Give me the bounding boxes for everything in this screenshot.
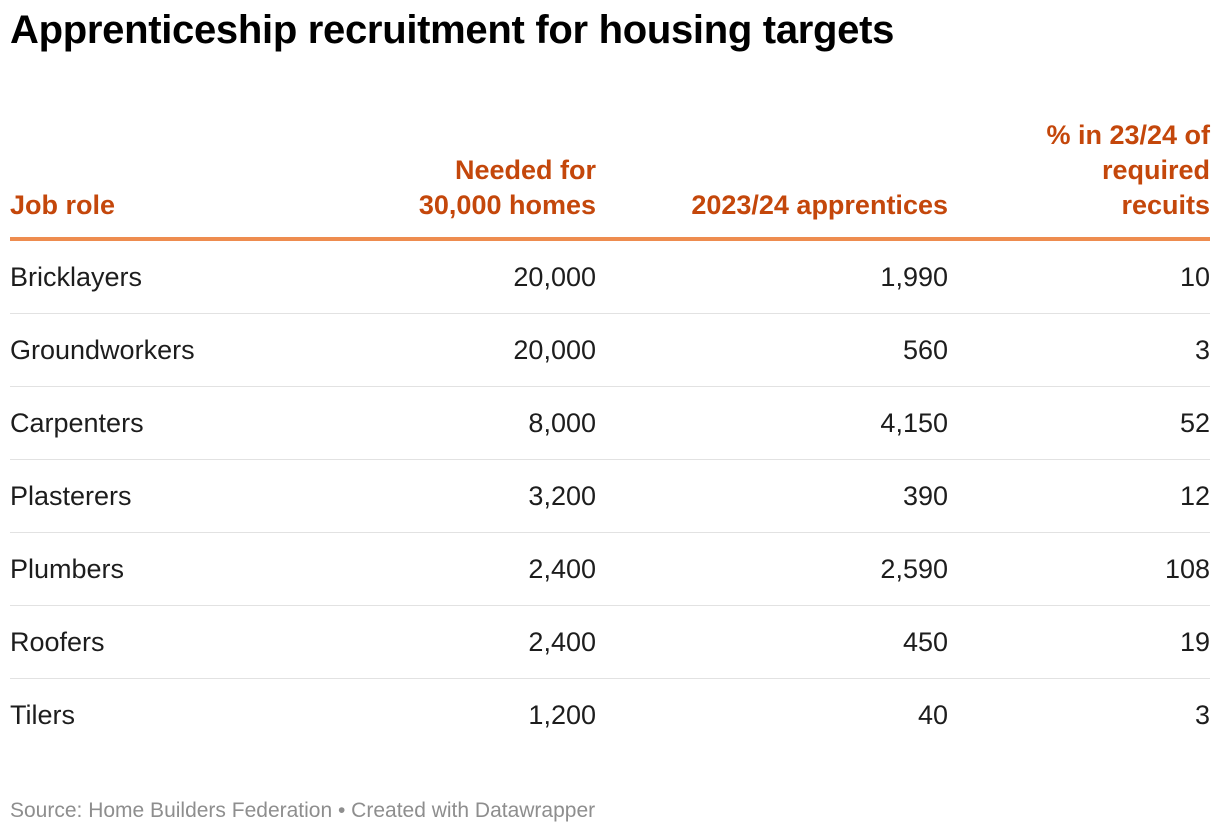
cell-pct: 108 — [948, 532, 1210, 606]
table-row: Tilers 1,200 40 3 — [10, 679, 1210, 752]
column-header-pct: % in 23/24 of required recuits — [948, 118, 1210, 241]
cell-pct: 10 — [948, 239, 1210, 314]
column-header-line: Job role — [10, 190, 116, 220]
column-header-needed: Needed for 30,000 homes — [400, 118, 596, 241]
cell-apprentices: 2,590 — [596, 532, 948, 606]
cell-pct: 3 — [948, 313, 1210, 387]
cell-role: Roofers — [10, 605, 400, 679]
column-header-line: Needed for — [454, 155, 596, 185]
cell-needed: 1,200 — [528, 699, 596, 730]
cell-role: Groundworkers — [10, 313, 400, 387]
column-header-line: required — [1101, 155, 1210, 185]
cell-role: Carpenters — [10, 386, 400, 460]
column-header-line: recuits — [1121, 190, 1210, 220]
column-header-apprentices: 2023/24 apprentices — [596, 118, 948, 241]
column-header-line: 30,000 homes — [418, 190, 596, 220]
source-footer: Source: Home Builders Federation • Creat… — [10, 799, 596, 822]
table-row: Carpenters 8,000 4,150 52 — [10, 386, 1210, 460]
cell-pct: 12 — [948, 459, 1210, 533]
header-row: Job role Needed for 30,000 homes 2023/24 ap… — [10, 118, 1210, 241]
cell-needed: 2,400 — [400, 532, 596, 606]
column-header-line: 2023/24 apprentices — [691, 190, 948, 220]
cell-pct: 3 — [1194, 699, 1210, 730]
data-table: Job role Needed for 30,000 homes 2023/24 ap… — [10, 118, 1210, 751]
column-header-line: % in 23/24 of — [1046, 120, 1210, 150]
cell-apprentices: 390 — [596, 459, 948, 533]
cell-apprentices: 40 — [917, 699, 948, 730]
table-row: Bricklayers 20,000 1,990 10 — [10, 239, 1210, 314]
cell-needed: 2,400 — [400, 605, 596, 679]
table-body: Bricklayers 20,000 1,990 10 Groundworkers 20,… — [10, 239, 1210, 751]
cell-role: Tilers — [10, 699, 75, 730]
chart-title: Apprenticeship recruitment for housing t… — [10, 8, 895, 52]
cell-needed: 3,200 — [400, 459, 596, 533]
cell-pct: 52 — [948, 386, 1210, 460]
column-header-role: Job role — [10, 118, 400, 241]
cell-needed: 8,000 — [400, 386, 596, 460]
cell-role: Plumbers — [10, 532, 400, 606]
cell-apprentices: 450 — [596, 605, 948, 679]
table-row: Plumbers 2,400 2,590 108 — [10, 532, 1210, 606]
cell-needed: 20,000 — [400, 313, 596, 387]
table-row: Plasterers 3,200 390 12 — [10, 459, 1210, 533]
cell-role: Plasterers — [10, 459, 400, 533]
table-row: Roofers 2,400 450 19 — [10, 605, 1210, 679]
cell-pct: 19 — [948, 605, 1210, 679]
cell-role: Bricklayers — [10, 239, 400, 314]
table-row: Groundworkers 20,000 560 3 — [10, 313, 1210, 387]
cell-needed: 20,000 — [400, 239, 596, 314]
cell-apprentices: 4,150 — [596, 386, 948, 460]
cell-apprentices: 1,990 — [596, 239, 948, 314]
cell-apprentices: 560 — [596, 313, 948, 387]
